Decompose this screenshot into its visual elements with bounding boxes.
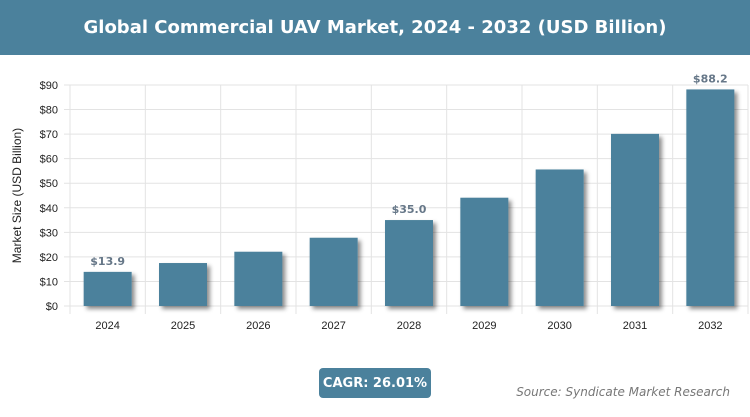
y-tick-label: $10 [40,276,58,288]
y-tick-label: $0 [46,301,58,313]
bar-2032 [686,89,735,306]
bar-2027 [309,237,358,306]
bar-2028 [385,220,433,306]
x-tick-label: 2027 [321,320,345,332]
bar-2029 [460,197,509,306]
bar-2026 [234,251,283,306]
x-tick-label: 2024 [95,320,119,332]
chart-title-banner: Global Commercial UAV Market, 2024 - 203… [0,0,750,55]
y-tick-label: $30 [40,227,58,239]
bar-2030 [535,169,584,306]
y-tick-label: $50 [40,178,58,190]
data-label: $13.9 [90,255,125,268]
cagr-badge: CAGR: 26.01% [319,368,431,398]
y-tick-label: $40 [40,203,58,215]
x-tick-label: 2030 [547,320,571,332]
y-axis-label: Market Size (USD Billion) [10,128,24,263]
x-tick-label: 2025 [171,320,195,332]
bar-2025 [159,263,207,306]
x-tick-label: 2031 [623,320,647,332]
data-label: $88.2 [693,72,728,85]
source-note: Source: Syndicate Market Research [516,385,730,399]
y-tick-label: $80 [40,105,58,117]
x-tick-label: 2026 [246,320,270,332]
y-tick-label: $70 [40,129,58,141]
x-tick-label: 2032 [698,320,722,332]
bar-2024 [83,271,132,306]
y-tick-label: $90 [40,80,58,92]
x-tick-label: 2029 [472,320,496,332]
chart-title: Global Commercial UAV Market, 2024 - 203… [83,17,667,38]
x-tick-label: 2028 [397,320,421,332]
bar-chart: $0 $10 $20 $30 $40 $50 $60 $70 $80 $90 2024 $13.9 20… [10,72,749,332]
y-tick-label: $20 [40,252,58,264]
y-tick-label: $60 [40,154,58,166]
data-label: $35.0 [392,203,427,216]
bar-2031 [611,133,659,306]
cagr-text: CAGR: 26.01% [322,375,428,391]
